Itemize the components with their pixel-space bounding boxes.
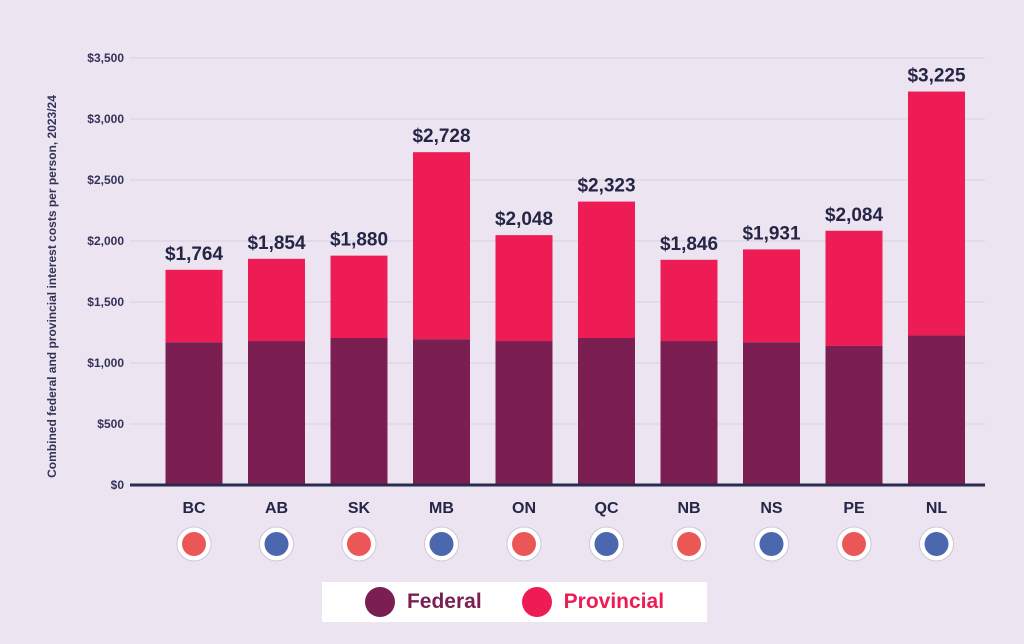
bar-federal-nl <box>908 335 965 485</box>
on-flag-icon-emblem <box>512 532 536 556</box>
ab-flag-icon-emblem <box>264 532 289 556</box>
bar-federal-pe <box>825 345 883 485</box>
bar-provincial-nl <box>908 91 965 336</box>
federal-swatch <box>364 587 395 617</box>
x-tick-label: ON <box>512 500 536 517</box>
total-label: $2,084 <box>825 205 884 226</box>
mb-flag-icon-emblem <box>429 532 454 556</box>
legend-label-provincial: Provincial <box>563 590 665 613</box>
bar-federal-mb <box>413 339 470 485</box>
y-tick-label: $1,500 <box>87 295 124 309</box>
ns-flag-icon-emblem <box>759 532 784 556</box>
bar-provincial-qc <box>578 201 635 338</box>
sk-flag-icon-emblem <box>347 532 371 556</box>
y-tick-label: $3,000 <box>87 112 124 126</box>
total-label: $1,854 <box>247 233 306 254</box>
legend-label-federal: Federal <box>406 590 482 613</box>
nb-flag-icon-emblem <box>677 532 701 556</box>
bar-provincial-sk <box>330 255 388 338</box>
bar-federal-on <box>495 341 553 485</box>
x-tick-label: QC <box>595 500 619 517</box>
bar-provincial-pe <box>825 230 883 346</box>
provincial-swatch <box>521 587 552 617</box>
bar-federal-qc <box>578 337 635 485</box>
legend-item-provincial: Provincial <box>521 587 665 617</box>
bar-provincial-ab <box>248 258 305 342</box>
qc-flag-icon-emblem <box>594 532 619 556</box>
bar-provincial-nb <box>660 259 718 342</box>
x-tick-label: NB <box>677 500 700 517</box>
x-tick-label: PE <box>843 500 865 517</box>
total-label: $3,225 <box>907 66 966 87</box>
bar-provincial-on <box>495 235 553 342</box>
bc-flag-icon-emblem <box>182 532 206 556</box>
total-label: $1,764 <box>165 244 224 265</box>
bar-chart: $0 $500 $1,000 $1,500 $2,000 $2,500 $3,000 $3,5… <box>45 51 985 562</box>
y-tick-label: $0 <box>111 478 125 492</box>
total-label: $2,048 <box>495 209 553 230</box>
bar-federal-nb <box>660 341 718 485</box>
bar-provincial-mb <box>413 152 470 340</box>
nl-flag-icon-emblem <box>924 532 949 556</box>
bar-provincial-bc <box>165 269 223 343</box>
bar-federal-bc <box>165 342 223 485</box>
bar-provincial-ns <box>743 249 800 343</box>
x-tick-label: BC <box>182 500 206 517</box>
total-label: $1,931 <box>742 223 801 244</box>
pe-flag-icon-emblem <box>842 532 866 556</box>
total-label: $1,846 <box>660 234 718 255</box>
x-tick-label: NL <box>926 500 948 517</box>
y-tick-label: $2,000 <box>87 234 124 248</box>
y-tick-label: $2,500 <box>87 173 124 187</box>
y-tick-label: $3,500 <box>87 51 124 65</box>
bar-federal-ab <box>248 341 305 485</box>
bar-federal-sk <box>330 337 388 485</box>
x-tick-label: MB <box>429 500 454 517</box>
legend-item-federal: Federal <box>364 587 482 617</box>
y-axis-label: Combined federal and provincial interest… <box>45 95 59 478</box>
legend: Federal Provincial <box>322 582 707 622</box>
total-label: $2,323 <box>577 176 635 197</box>
total-label: $1,880 <box>330 230 388 251</box>
y-tick-label: $1,000 <box>87 356 124 370</box>
total-label: $2,728 <box>412 126 470 147</box>
bar-federal-ns <box>743 342 800 485</box>
y-tick-label: $500 <box>97 417 124 431</box>
x-tick-label: NS <box>760 500 783 517</box>
x-tick-label: AB <box>265 500 288 517</box>
x-tick-label: SK <box>348 500 371 517</box>
